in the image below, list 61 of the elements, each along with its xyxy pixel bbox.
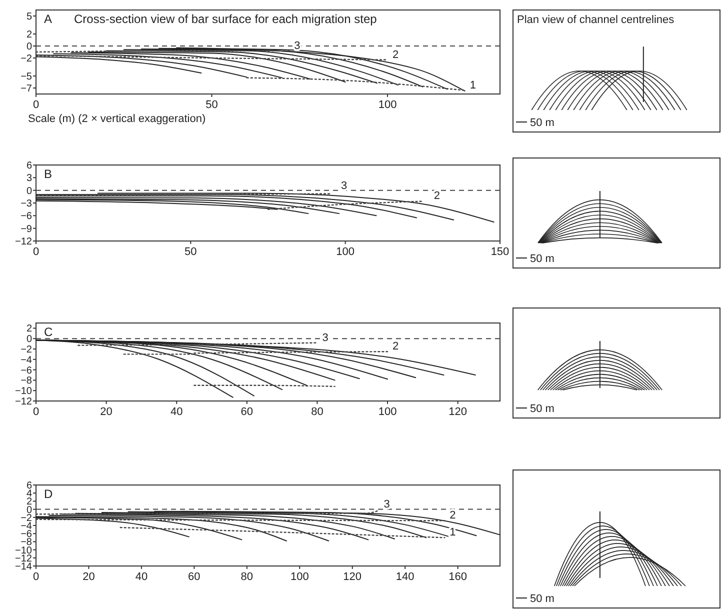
annotation: B <box>44 167 52 181</box>
x-tick-label: 40 <box>135 571 148 583</box>
y-tick-label: 2 <box>26 324 32 335</box>
annotation: 2 <box>392 340 399 353</box>
x-tick-label: 50 <box>206 99 218 111</box>
y-tick-label: −10 <box>15 386 32 398</box>
y-tick-label: −8 <box>20 376 32 387</box>
y-tick-label: 0 <box>26 42 32 52</box>
y-tick-label: −5 <box>20 72 32 82</box>
annotation: 1 <box>470 79 476 92</box>
annotation: 3 <box>294 40 300 52</box>
y-tick-label: −2 <box>20 54 32 64</box>
text: 50 m <box>530 403 554 415</box>
y-tick-label: −6 <box>20 365 32 376</box>
x-tick-label: 50 <box>184 246 197 258</box>
text: 50 m <box>530 253 554 265</box>
annotation: 2 <box>450 510 456 522</box>
x-tick-label: 120 <box>448 406 467 418</box>
text: Plan view of channel centrelines <box>517 14 675 26</box>
annotation: C <box>44 325 53 339</box>
x-tick-label: 80 <box>240 571 254 583</box>
y-tick-label: −7 <box>20 84 32 94</box>
x-tick-label: 100 <box>378 99 397 111</box>
x-tick-label: 20 <box>100 406 112 418</box>
y-tick-label: 5 <box>26 12 32 22</box>
y-tick-label: −2 <box>20 344 32 356</box>
annotation: 3 <box>384 498 390 510</box>
annotation: 2 <box>434 190 440 202</box>
x-tick-label: 80 <box>311 406 324 418</box>
y-tick-label: −12 <box>15 236 32 248</box>
y-tick-label: 3 <box>26 173 32 184</box>
text: 50 m <box>530 593 554 605</box>
annotation: 1 <box>450 526 456 539</box>
y-tick-label: −6 <box>20 211 32 222</box>
y-tick-label: −14 <box>15 562 32 572</box>
y-tick-label: −3 <box>20 198 32 210</box>
y-tick-label: 2 <box>26 30 32 40</box>
y-tick-label: 6 <box>26 160 32 172</box>
y-tick-label: 0 <box>26 334 32 346</box>
x-tick-label: 160 <box>448 571 467 583</box>
chart-title: Cross-section view of bar surface for each migration step <box>74 12 378 26</box>
y-tick-label: −9 <box>20 224 32 235</box>
text: 50 m <box>530 117 554 129</box>
x-tick-label: 100 <box>336 246 355 258</box>
y-tick-label: 0 <box>26 186 32 197</box>
x-tick-label: 100 <box>290 571 309 583</box>
annotation: A <box>44 12 52 26</box>
x-tick-label: 20 <box>82 571 95 583</box>
annotation: 2 <box>392 48 399 61</box>
x-tick-label: 120 <box>343 571 362 583</box>
x-axis-title: Scale (m) (2 × vertical exaggeration) <box>28 113 206 125</box>
y-tick-label: −4 <box>20 354 32 366</box>
x-tick-label: 150 <box>490 246 510 258</box>
x-tick-label: 140 <box>396 571 414 583</box>
annotation: D <box>44 487 53 501</box>
x-tick-label: 40 <box>170 406 183 418</box>
x-tick-label: 100 <box>378 406 397 418</box>
x-tick-label: 60 <box>188 571 200 583</box>
annotation: 3 <box>341 180 348 192</box>
x-tick-label: 60 <box>240 406 254 418</box>
y-tick-label: −12 <box>15 396 32 408</box>
